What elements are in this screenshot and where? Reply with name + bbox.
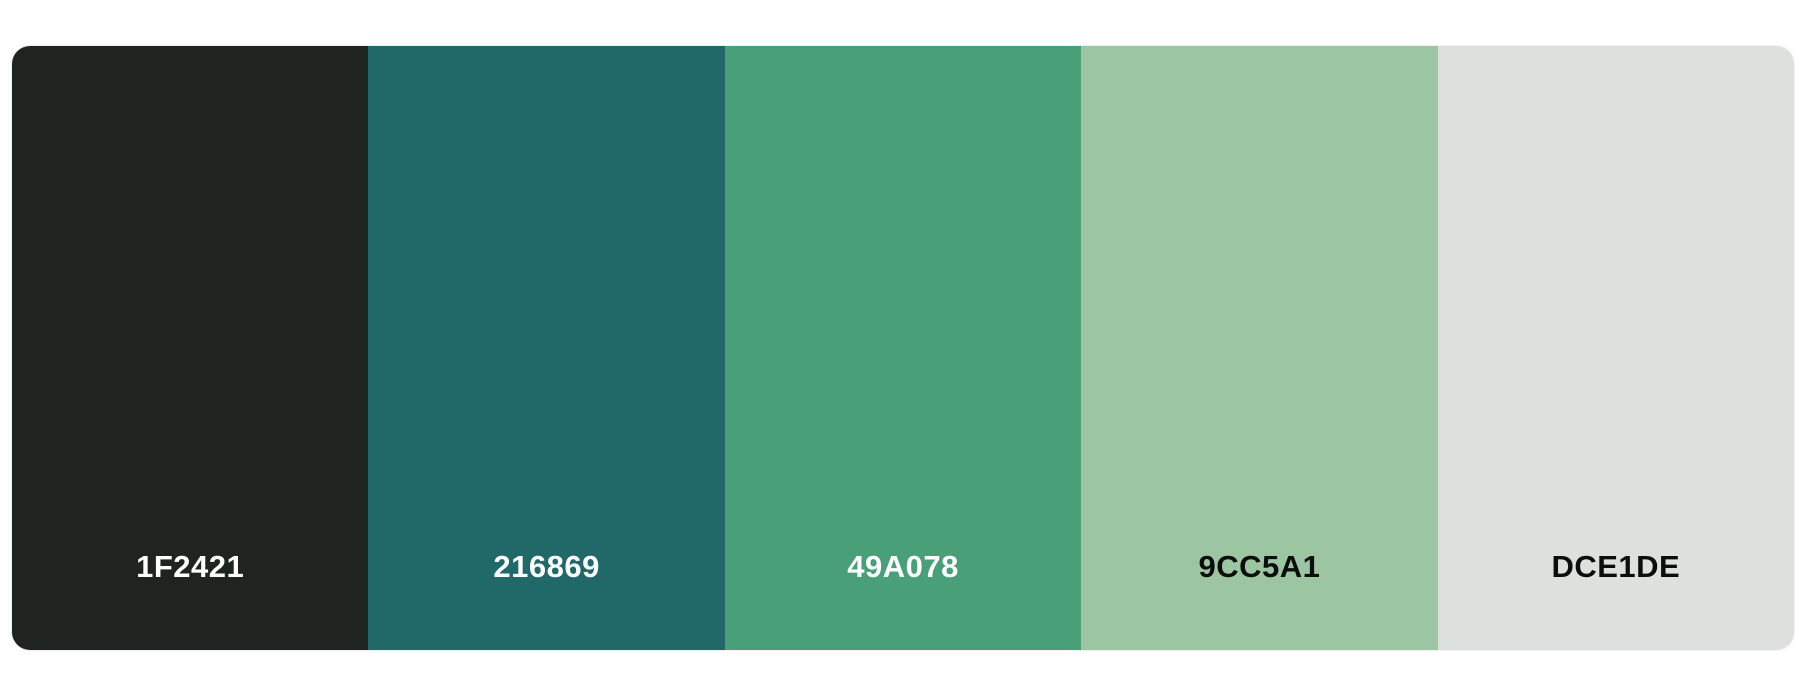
swatch-hex-code[interactable]: 49A078 — [847, 549, 959, 584]
swatch-hex-code[interactable]: 9CC5A1 — [1198, 549, 1321, 584]
color-swatch-5[interactable]: DCE1DE — [1437, 46, 1794, 650]
swatch-hex-code[interactable]: DCE1DE — [1551, 549, 1681, 584]
swatch-hex-code[interactable]: 216869 — [493, 549, 600, 584]
color-swatch-3[interactable]: 49A078 — [724, 46, 1082, 650]
swatch-hex-code[interactable]: 1F2421 — [136, 549, 245, 584]
color-palette: 1F2421 216869 49A078 9CC5A1 DCE1DE — [12, 46, 1794, 650]
color-swatch-4[interactable]: 9CC5A1 — [1081, 46, 1438, 650]
color-swatch-2[interactable]: 216869 — [368, 46, 725, 650]
color-swatch-1[interactable]: 1F2421 — [12, 46, 369, 650]
